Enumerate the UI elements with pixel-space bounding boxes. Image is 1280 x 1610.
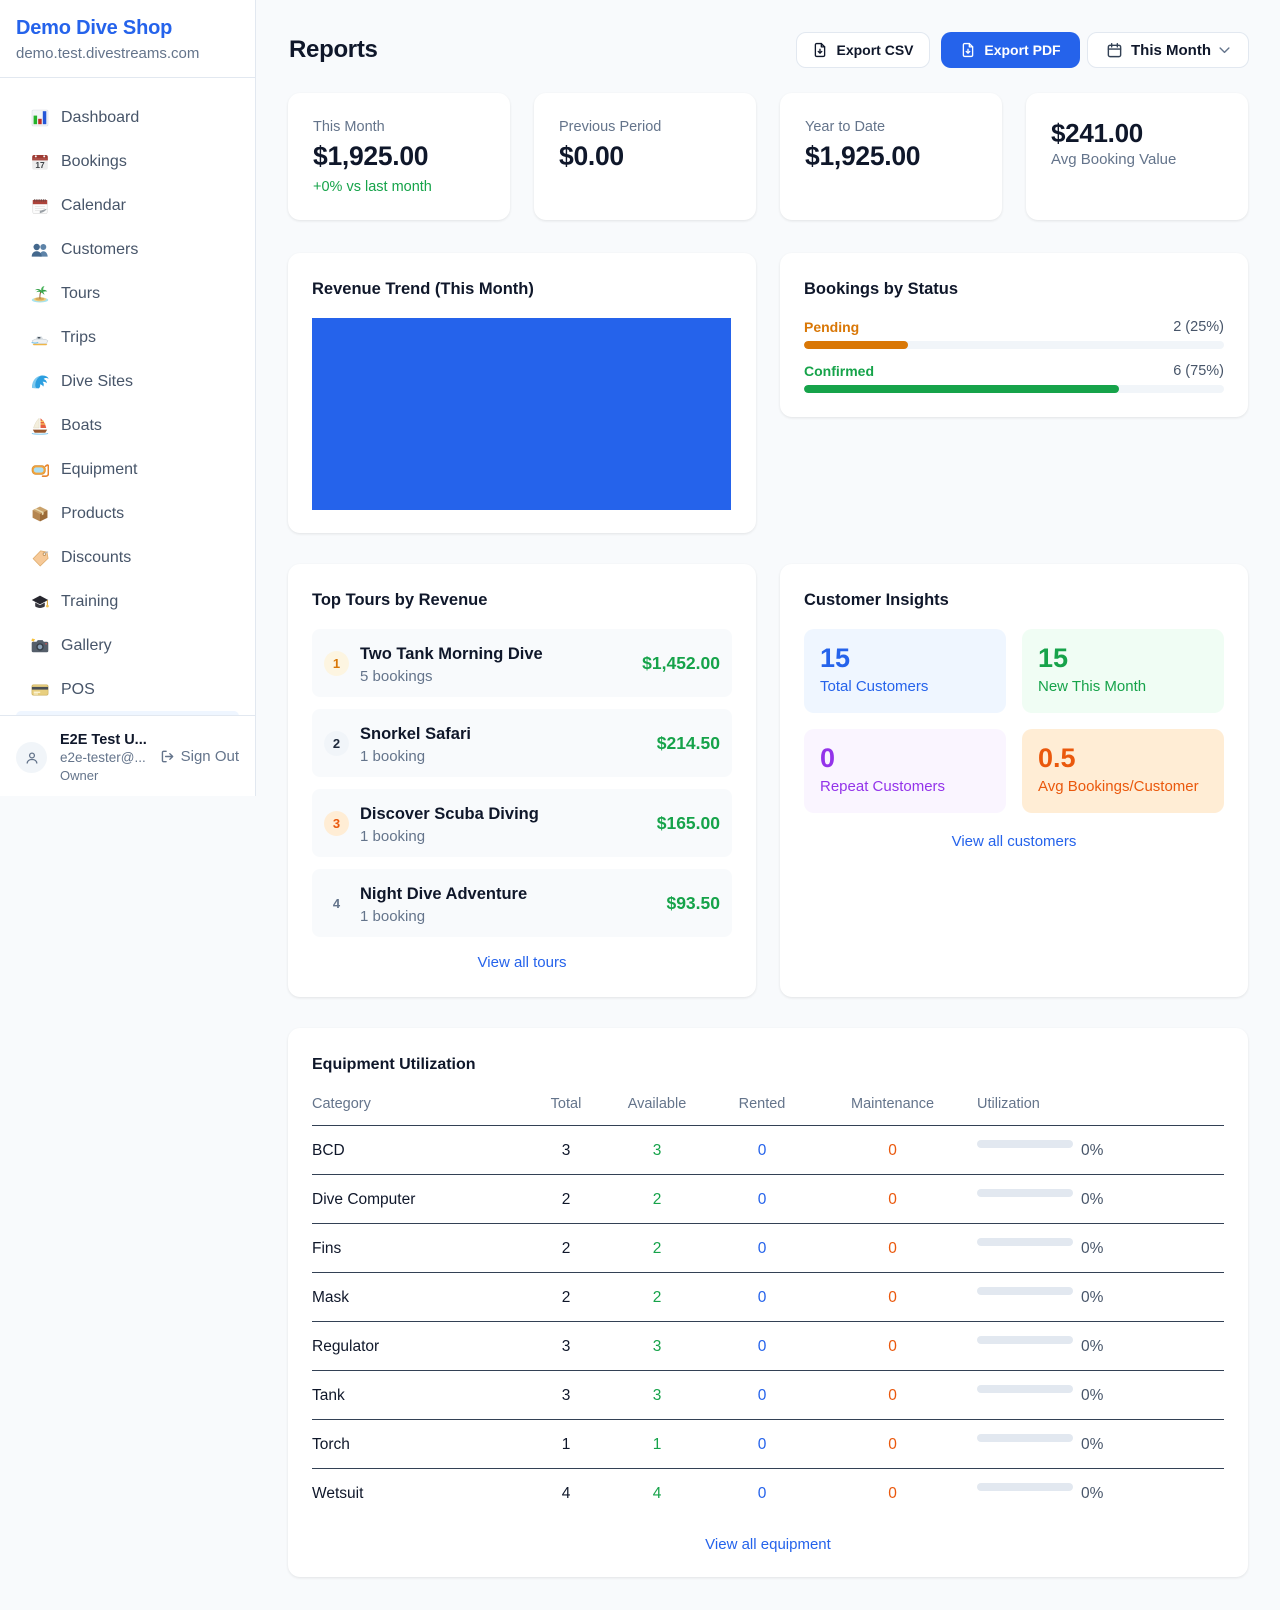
svg-text:17: 17 bbox=[35, 160, 45, 170]
